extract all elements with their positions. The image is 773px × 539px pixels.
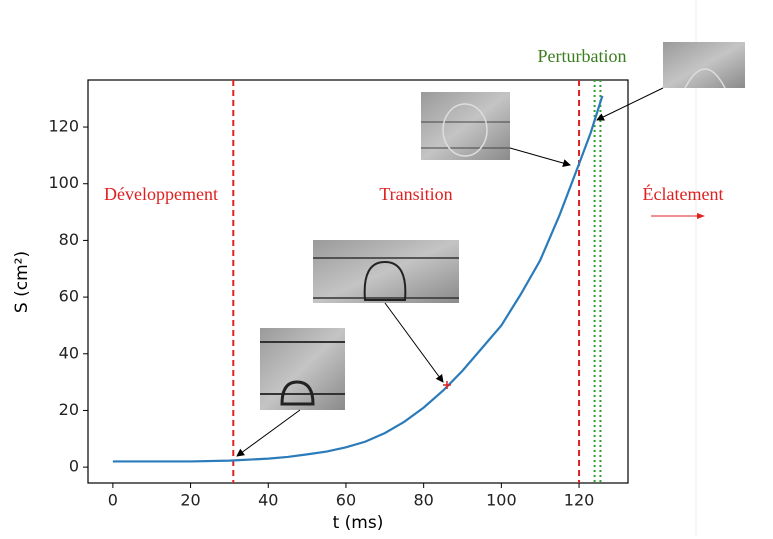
x-tick-label: 100 [486, 491, 517, 510]
y-tick-label: 40 [59, 343, 79, 362]
x-tick-label: 40 [258, 491, 278, 510]
y-tick-label: 60 [59, 287, 79, 306]
y-tick-label: 20 [59, 400, 79, 419]
line [112, 95, 604, 463]
phase-label: Éclatement [643, 183, 724, 204]
x-tick-label: 20 [180, 491, 200, 510]
x-axis-label: t (ms) [333, 513, 384, 533]
x-tick-label: 80 [413, 491, 433, 510]
y-tick-label: 120 [48, 117, 79, 136]
phase-label: Développement [104, 184, 218, 204]
y-tick-label: 0 [69, 457, 79, 476]
x-tick-label: 60 [336, 491, 356, 510]
photos [260, 42, 745, 410]
y-axis-label: S (cm²) [12, 251, 32, 313]
marker [442, 380, 451, 389]
x-tick-label: 120 [564, 491, 595, 510]
phase-label: Perturbation [538, 46, 627, 66]
arrows [236, 87, 705, 457]
y-tick-label: 100 [48, 173, 79, 192]
phase-label: Transition [379, 184, 452, 204]
x-tick-label: 0 [108, 491, 118, 510]
y-tick-label: 80 [59, 230, 79, 249]
plot-frame [87, 79, 629, 484]
